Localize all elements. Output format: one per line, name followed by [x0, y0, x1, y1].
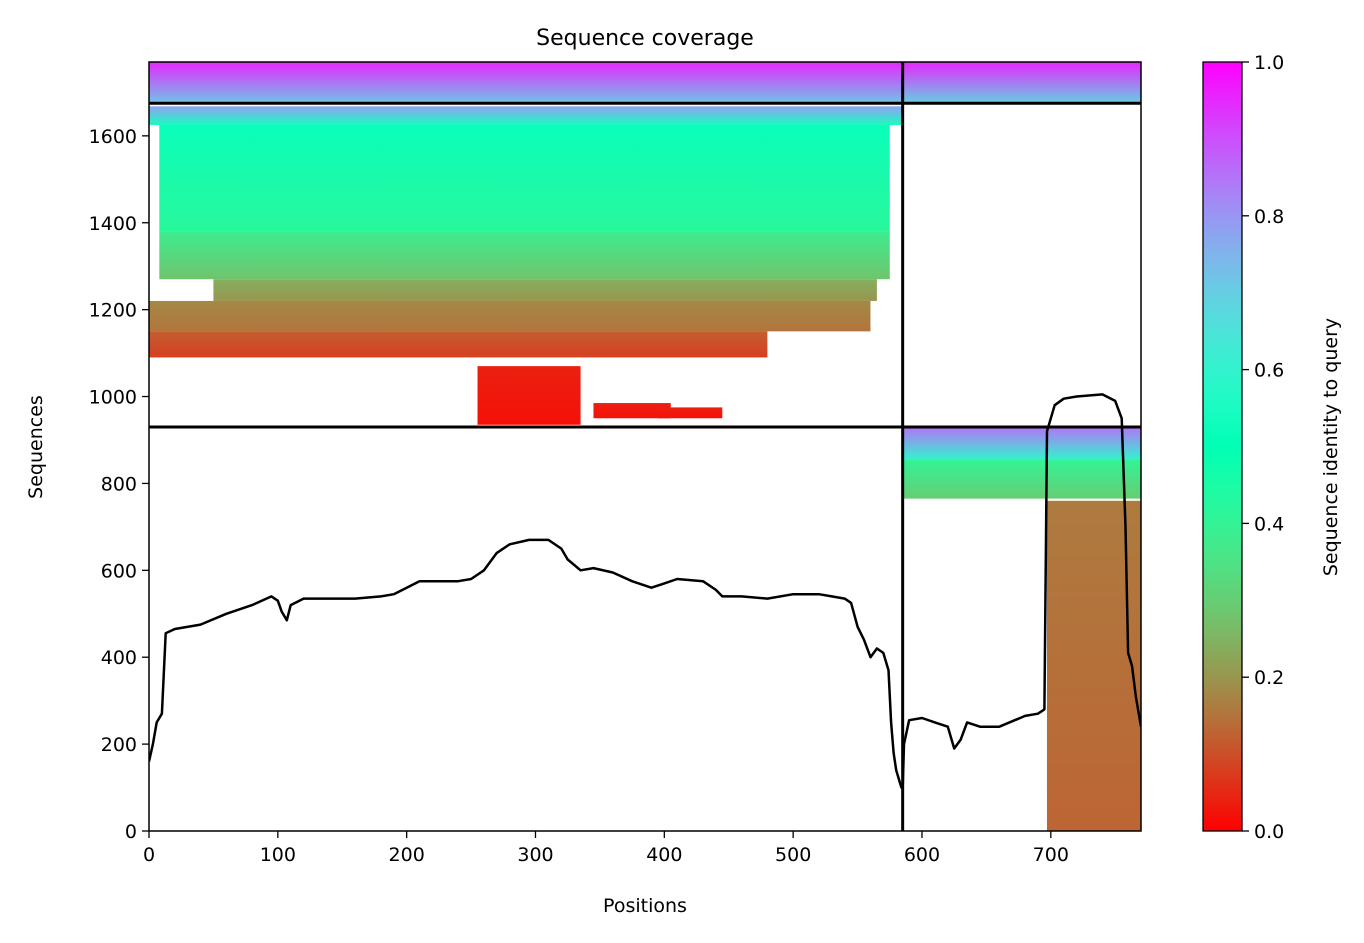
x-tick-label: 700: [1033, 844, 1069, 866]
y-tick-label: 0: [125, 821, 137, 843]
coverage-block-B: [902, 459, 1141, 499]
coverage-block-A: [149, 300, 871, 332]
coverage-line: [149, 393, 1141, 789]
y-tick-label: 600: [101, 560, 137, 582]
y-tick-label: 200: [101, 734, 137, 756]
x-tick-label: 600: [904, 844, 940, 866]
colorbar-tick-label: 0.0: [1254, 821, 1284, 843]
x-axis: 0 100 200 300 400 500 600 700: [143, 831, 1069, 866]
x-tick-label: 100: [260, 844, 296, 866]
coverage-block-A: [149, 62, 903, 104]
colorbar-tick-label: 0.2: [1254, 667, 1284, 689]
coverage-block-A: [149, 106, 903, 125]
colorbar-tick-label: 0.8: [1254, 206, 1284, 228]
y-tick-label: 1200: [89, 300, 137, 322]
colorbar-label: Sequence identity to query: [1320, 318, 1342, 576]
y-axis: 0 200 400 600 800 1000 1200 1400 1600: [89, 126, 149, 843]
plot-frame: [148, 61, 1142, 832]
coverage-block-A: [593, 403, 671, 419]
x-tick-label: 200: [389, 844, 425, 866]
coverage-block-A: [657, 407, 723, 419]
y-tick-label: 1000: [89, 387, 137, 409]
colorbar-tick-label: 0.6: [1254, 360, 1284, 382]
block-separators: [149, 62, 1141, 831]
x-tick-label: 400: [646, 844, 682, 866]
colorbar-tick-label: 0.4: [1254, 513, 1284, 535]
colorbar-tick-label: 1.0: [1254, 52, 1284, 74]
y-tick-label: 1600: [89, 126, 137, 148]
coverage-block-B: [902, 62, 1141, 104]
y-tick-label: 800: [101, 473, 137, 495]
coverage-block-A: [213, 279, 877, 301]
y-tick-label: 400: [101, 647, 137, 669]
x-axis-label: Positions: [603, 895, 687, 917]
coverage-block-A: [159, 124, 890, 232]
heatmap-layer: [149, 62, 1141, 831]
x-tick-label: 0: [143, 844, 155, 866]
x-tick-label: 500: [775, 844, 811, 866]
y-axis-label: Sequences: [25, 395, 47, 499]
coverage-block-B: [902, 426, 1141, 460]
colorbar: 0.0 0.2 0.4 0.6 0.8 1.0: [1202, 52, 1284, 843]
coverage-block-A: [149, 331, 768, 358]
y-tick-label: 1400: [89, 213, 137, 235]
chart-title: Sequence coverage: [536, 26, 754, 51]
x-tick-label: 300: [517, 844, 553, 866]
coverage-block-A: [159, 231, 890, 280]
colorbar-gradient: [1202, 61, 1243, 832]
coverage-block-A: [477, 366, 581, 425]
